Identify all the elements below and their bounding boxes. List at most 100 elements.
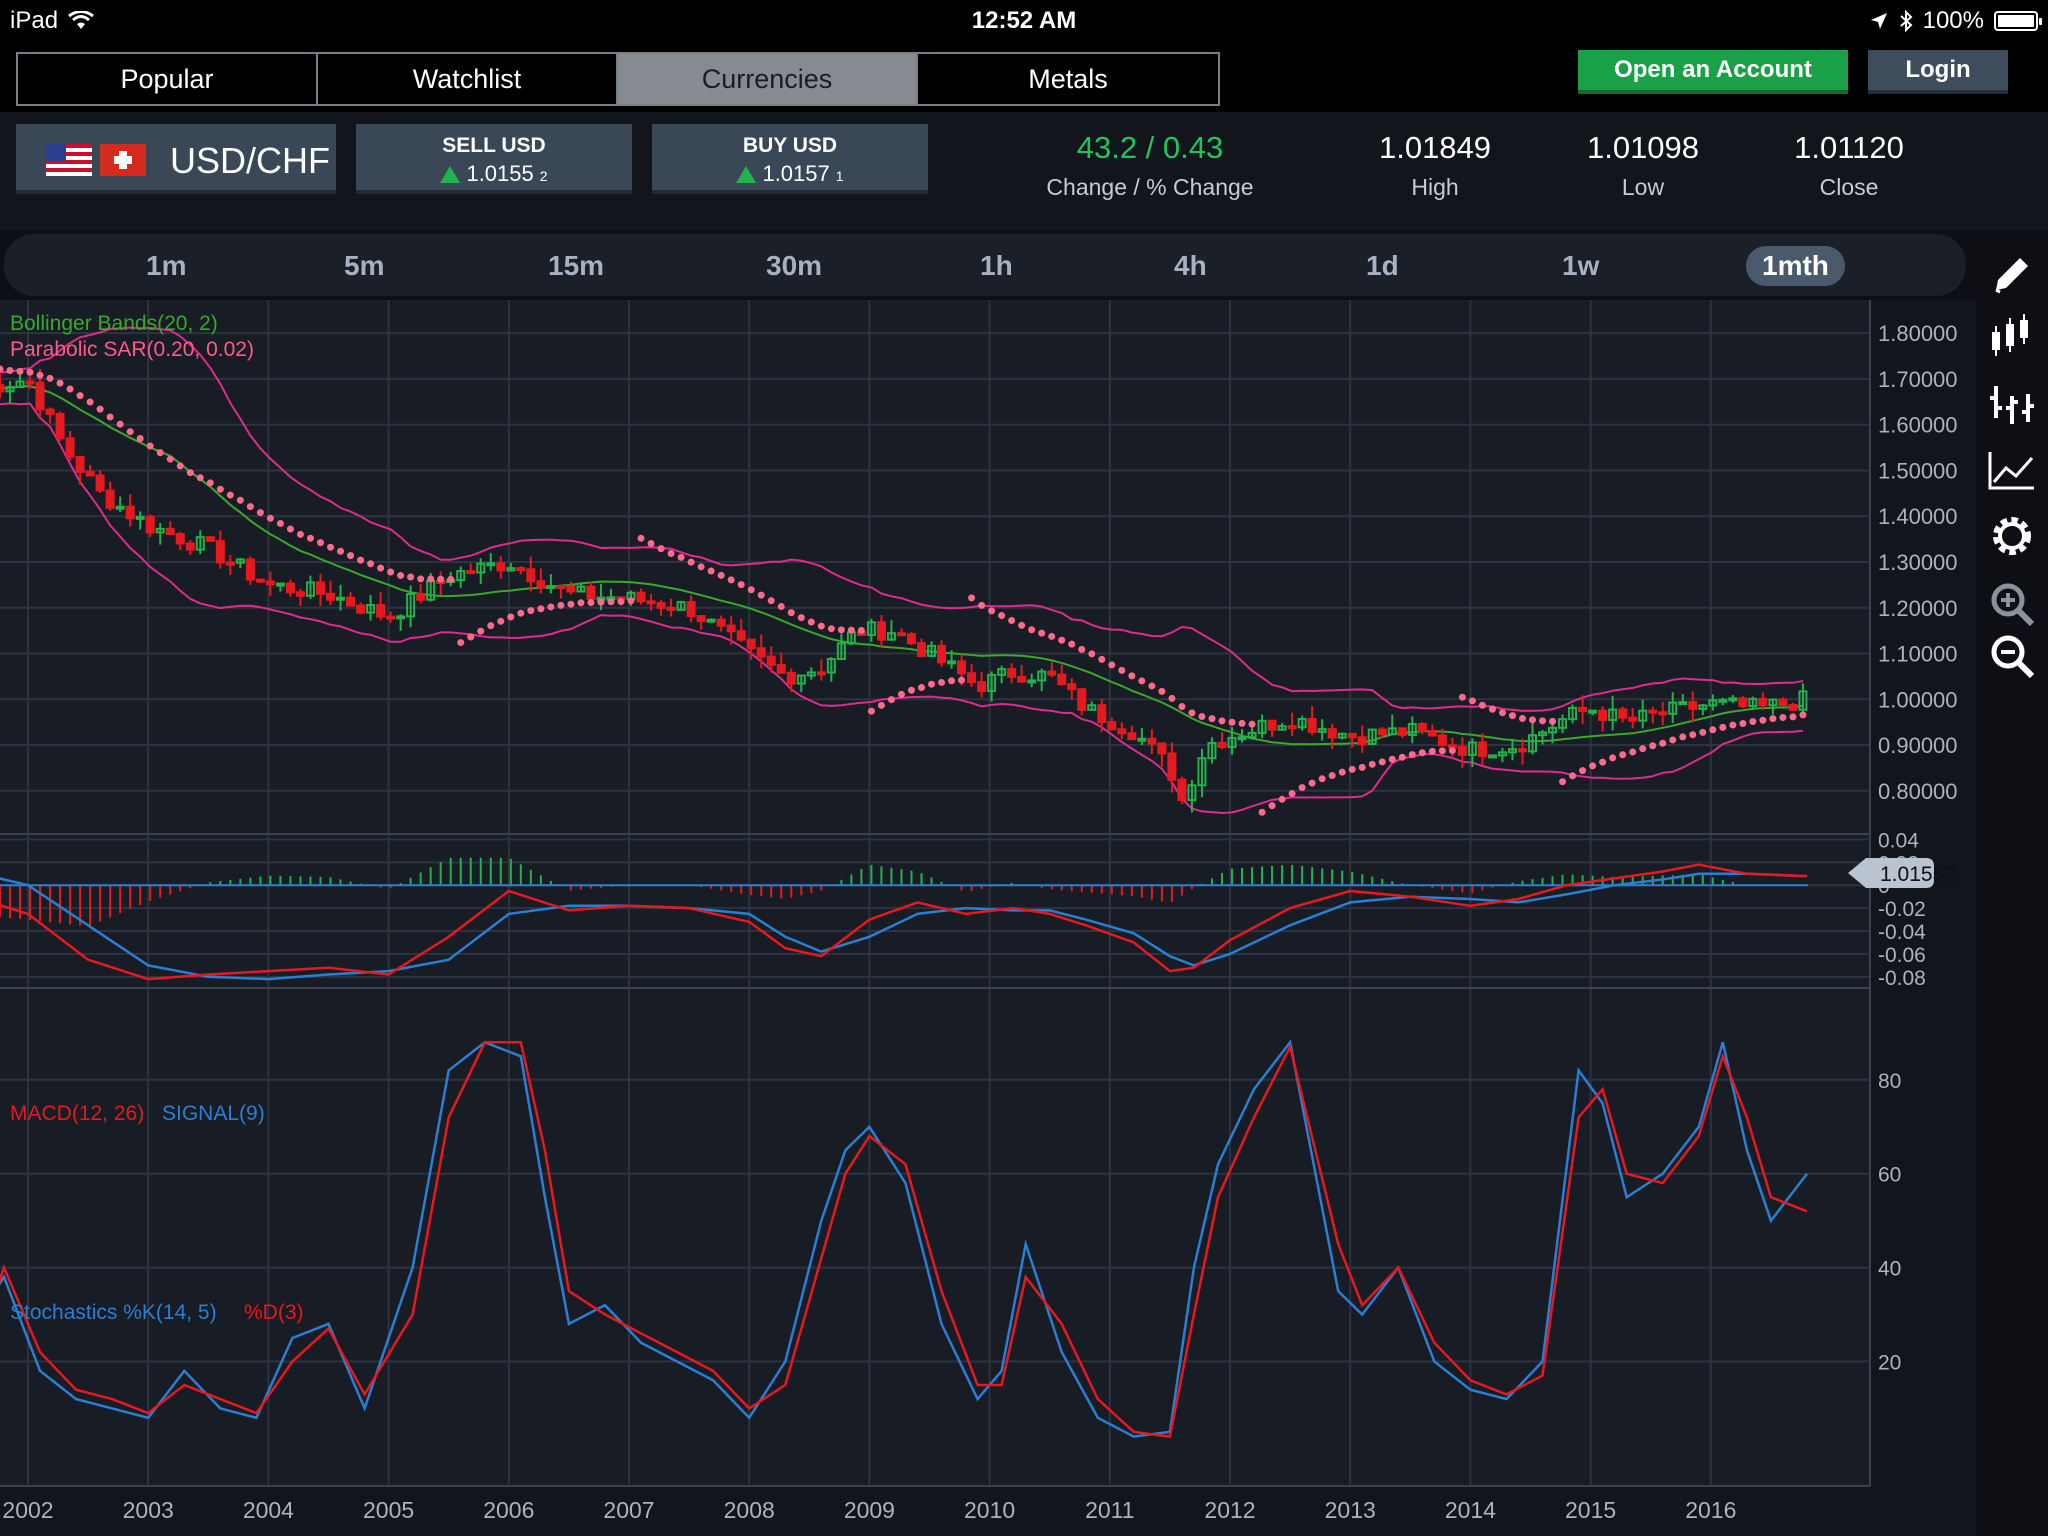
sar-dot	[1569, 772, 1577, 780]
candle	[95, 470, 105, 493]
candle	[376, 591, 386, 621]
zoom-in-icon[interactable]	[1986, 578, 2038, 630]
price-tick-label: 1.70000	[1878, 367, 1958, 392]
current-price-tag: 1.01552	[1848, 858, 1956, 888]
timeframe-1h[interactable]: 1h	[980, 250, 1013, 281]
candle	[396, 614, 406, 631]
candle	[696, 615, 706, 630]
sar-dot	[958, 676, 966, 684]
timeframe-1m[interactable]: 1m	[146, 250, 187, 281]
line-chart-icon[interactable]	[1986, 444, 2038, 496]
login-button[interactable]: Login	[1868, 50, 2008, 94]
candle	[1107, 717, 1117, 731]
candle	[346, 592, 356, 607]
sell-pip: 2	[539, 168, 548, 184]
sar-dot	[1488, 705, 1496, 713]
sar-dot	[417, 575, 425, 583]
sar-dot	[306, 534, 314, 542]
open-account-button[interactable]: Open an Account	[1578, 50, 1848, 94]
x-tick-label: 2007	[603, 1497, 654, 1523]
tab-currencies[interactable]: Currencies	[618, 54, 918, 104]
sar-dot	[1098, 655, 1106, 663]
buy-pip: 1	[835, 168, 844, 184]
pencil-icon[interactable]	[1986, 248, 2038, 300]
candle	[386, 611, 396, 623]
buy-button[interactable]: BUY USD 1.0157 1	[652, 124, 928, 194]
sar-dot	[1398, 753, 1406, 761]
candle	[967, 664, 977, 688]
sar-dot	[387, 568, 395, 576]
candle	[987, 671, 997, 702]
candle	[576, 583, 586, 593]
sar-dot	[316, 539, 324, 547]
candle	[937, 640, 947, 667]
sar-dot	[1028, 626, 1036, 634]
ohlc-bars-icon[interactable]	[1986, 378, 2038, 430]
timeframe-1d[interactable]: 1d	[1366, 250, 1399, 281]
battery-icon	[1994, 11, 2042, 31]
candle	[566, 581, 576, 595]
candle	[1207, 737, 1217, 764]
gear-icon[interactable]	[1986, 510, 2038, 562]
candle	[1467, 738, 1477, 768]
timeframe-1mth[interactable]: 1mth	[1746, 246, 1845, 286]
candle	[1738, 696, 1748, 709]
zoom-out-icon[interactable]	[1986, 630, 2038, 682]
x-tick-label: 2008	[724, 1497, 775, 1523]
timeframe-4h[interactable]: 4h	[1174, 250, 1207, 281]
candle	[906, 632, 916, 646]
timeframe-1w[interactable]: 1w	[1562, 250, 1600, 281]
candle	[947, 650, 957, 669]
price-tick-label: 1.40000	[1878, 504, 1958, 529]
sar-dot	[1388, 755, 1396, 763]
sar-dot	[1699, 728, 1707, 736]
sar-dot	[1188, 709, 1196, 717]
price-chart[interactable]: 2002 2003 2004 2005 2006 2007 2008 2009 2010 2011…	[0, 300, 1976, 1536]
sar-dot	[46, 374, 54, 382]
candle	[25, 376, 35, 390]
candle	[1427, 724, 1437, 737]
stoch-k-line	[0, 1039, 1808, 1438]
candle	[1798, 683, 1808, 715]
candle	[536, 568, 546, 594]
sar-dot	[1198, 712, 1206, 720]
sell-button[interactable]: SELL USD 1.0155 2	[356, 124, 632, 194]
tab-watchlist[interactable]: Watchlist	[318, 54, 618, 104]
candle	[235, 558, 245, 569]
instrument-selector[interactable]: USD/CHF	[16, 124, 336, 194]
sar-dot	[497, 617, 505, 625]
timeframe-15m[interactable]: 15m	[548, 250, 605, 281]
candle	[1698, 703, 1708, 716]
sar-dot	[1248, 720, 1256, 728]
timeframe-5m[interactable]: 5m	[344, 250, 385, 281]
timeframe-30m[interactable]: 30m	[766, 250, 823, 281]
candle	[1598, 706, 1608, 732]
sar-dot	[327, 543, 335, 551]
sar-dot	[827, 625, 835, 633]
candle	[1497, 747, 1507, 763]
candle	[356, 602, 366, 615]
candle	[766, 646, 776, 673]
candlestick-icon[interactable]	[1986, 312, 2038, 364]
candle	[876, 614, 886, 647]
candle	[285, 579, 295, 597]
candle	[1578, 695, 1588, 725]
sar-dot	[236, 496, 244, 504]
candle	[1658, 701, 1668, 726]
sar-dot	[647, 539, 655, 547]
candle	[1538, 730, 1548, 745]
tab-popular[interactable]: Popular	[18, 54, 318, 104]
candle	[666, 598, 676, 617]
sar-dot	[577, 599, 585, 607]
sar-dot	[467, 633, 475, 641]
price-tick-label: 0.80000	[1878, 779, 1958, 804]
candle	[1197, 748, 1207, 798]
candle	[1768, 698, 1778, 715]
sar-dot	[707, 567, 715, 575]
sar-dot	[1679, 733, 1687, 741]
candle	[366, 595, 376, 621]
tab-metals[interactable]: Metals	[918, 54, 1218, 104]
app-header: Popular Watchlist Currencies Metals Open…	[0, 40, 2048, 112]
sar-dot	[1288, 790, 1296, 798]
x-tick-label: 2014	[1445, 1497, 1496, 1523]
